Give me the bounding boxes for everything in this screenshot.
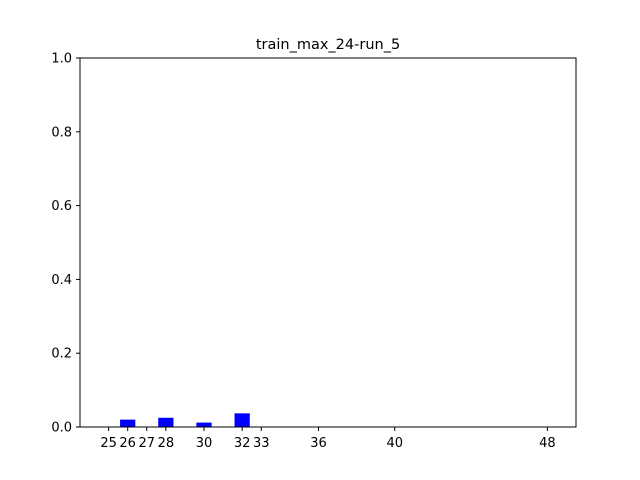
y-tick-label: 0.2 bbox=[51, 347, 72, 362]
bar-26 bbox=[120, 419, 136, 427]
y-tick-label: 0.6 bbox=[51, 199, 72, 214]
y-tick-label: 0.0 bbox=[51, 421, 72, 436]
x-axis: 25 26 27 28 30 32 33 36 40 48 bbox=[100, 427, 556, 451]
bar-30 bbox=[196, 422, 212, 427]
x-tick-label: 25 bbox=[100, 436, 117, 451]
y-tick-label: 0.8 bbox=[51, 125, 72, 140]
x-tick-label: 36 bbox=[310, 436, 327, 451]
x-tick-label: 26 bbox=[119, 436, 136, 451]
y-tick-label: 1.0 bbox=[51, 52, 72, 67]
x-tick-label: 32 bbox=[234, 436, 251, 451]
x-tick-label: 30 bbox=[196, 436, 213, 451]
y-tick-label: 0.4 bbox=[51, 273, 72, 288]
x-tick-label: 33 bbox=[253, 436, 270, 451]
y-axis: 0.0 0.2 0.4 0.6 0.8 1.0 bbox=[51, 52, 80, 436]
bars-group bbox=[120, 413, 250, 427]
bar-28 bbox=[158, 417, 174, 427]
x-tick-label: 28 bbox=[158, 436, 175, 451]
chart-title: train_max_24-run_5 bbox=[256, 37, 400, 53]
bar-32 bbox=[234, 413, 250, 427]
x-tick-label: 40 bbox=[386, 436, 403, 451]
x-tick-label: 48 bbox=[539, 436, 556, 451]
plot-frame bbox=[79, 57, 577, 428]
x-tick-label: 27 bbox=[138, 436, 155, 451]
